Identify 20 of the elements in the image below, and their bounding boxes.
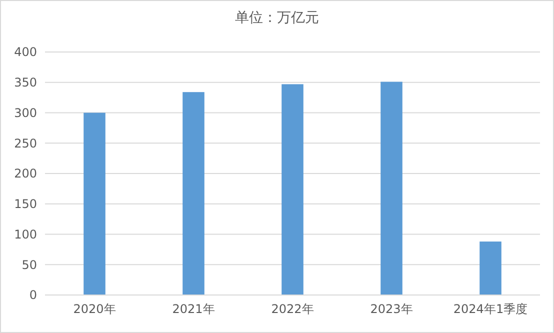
y-tick-label: 350 [14, 76, 37, 90]
chart-title: 单位：万亿元 [235, 10, 319, 26]
bar [480, 242, 502, 295]
y-tick-label: 150 [14, 197, 37, 212]
y-tick-label: 300 [14, 106, 37, 120]
x-tick-label: 2023年 [370, 302, 413, 316]
y-tick-label: 250 [14, 136, 37, 150]
y-tick-label: 100 [14, 227, 37, 242]
x-tick-label: 2024年1季度 [453, 302, 528, 316]
bar [380, 82, 402, 295]
x-tick-label: 2020年 [73, 302, 116, 316]
bar [282, 84, 304, 295]
bar [182, 92, 204, 295]
y-tick-label: 400 [14, 45, 37, 60]
y-tick-label: 200 [14, 166, 37, 181]
x-tick-label: 2022年 [271, 302, 314, 316]
y-tick-label: 50 [22, 258, 37, 272]
x-tick-label: 2021年 [172, 302, 215, 316]
y-tick-label: 0 [29, 288, 37, 302]
bar [84, 112, 106, 295]
